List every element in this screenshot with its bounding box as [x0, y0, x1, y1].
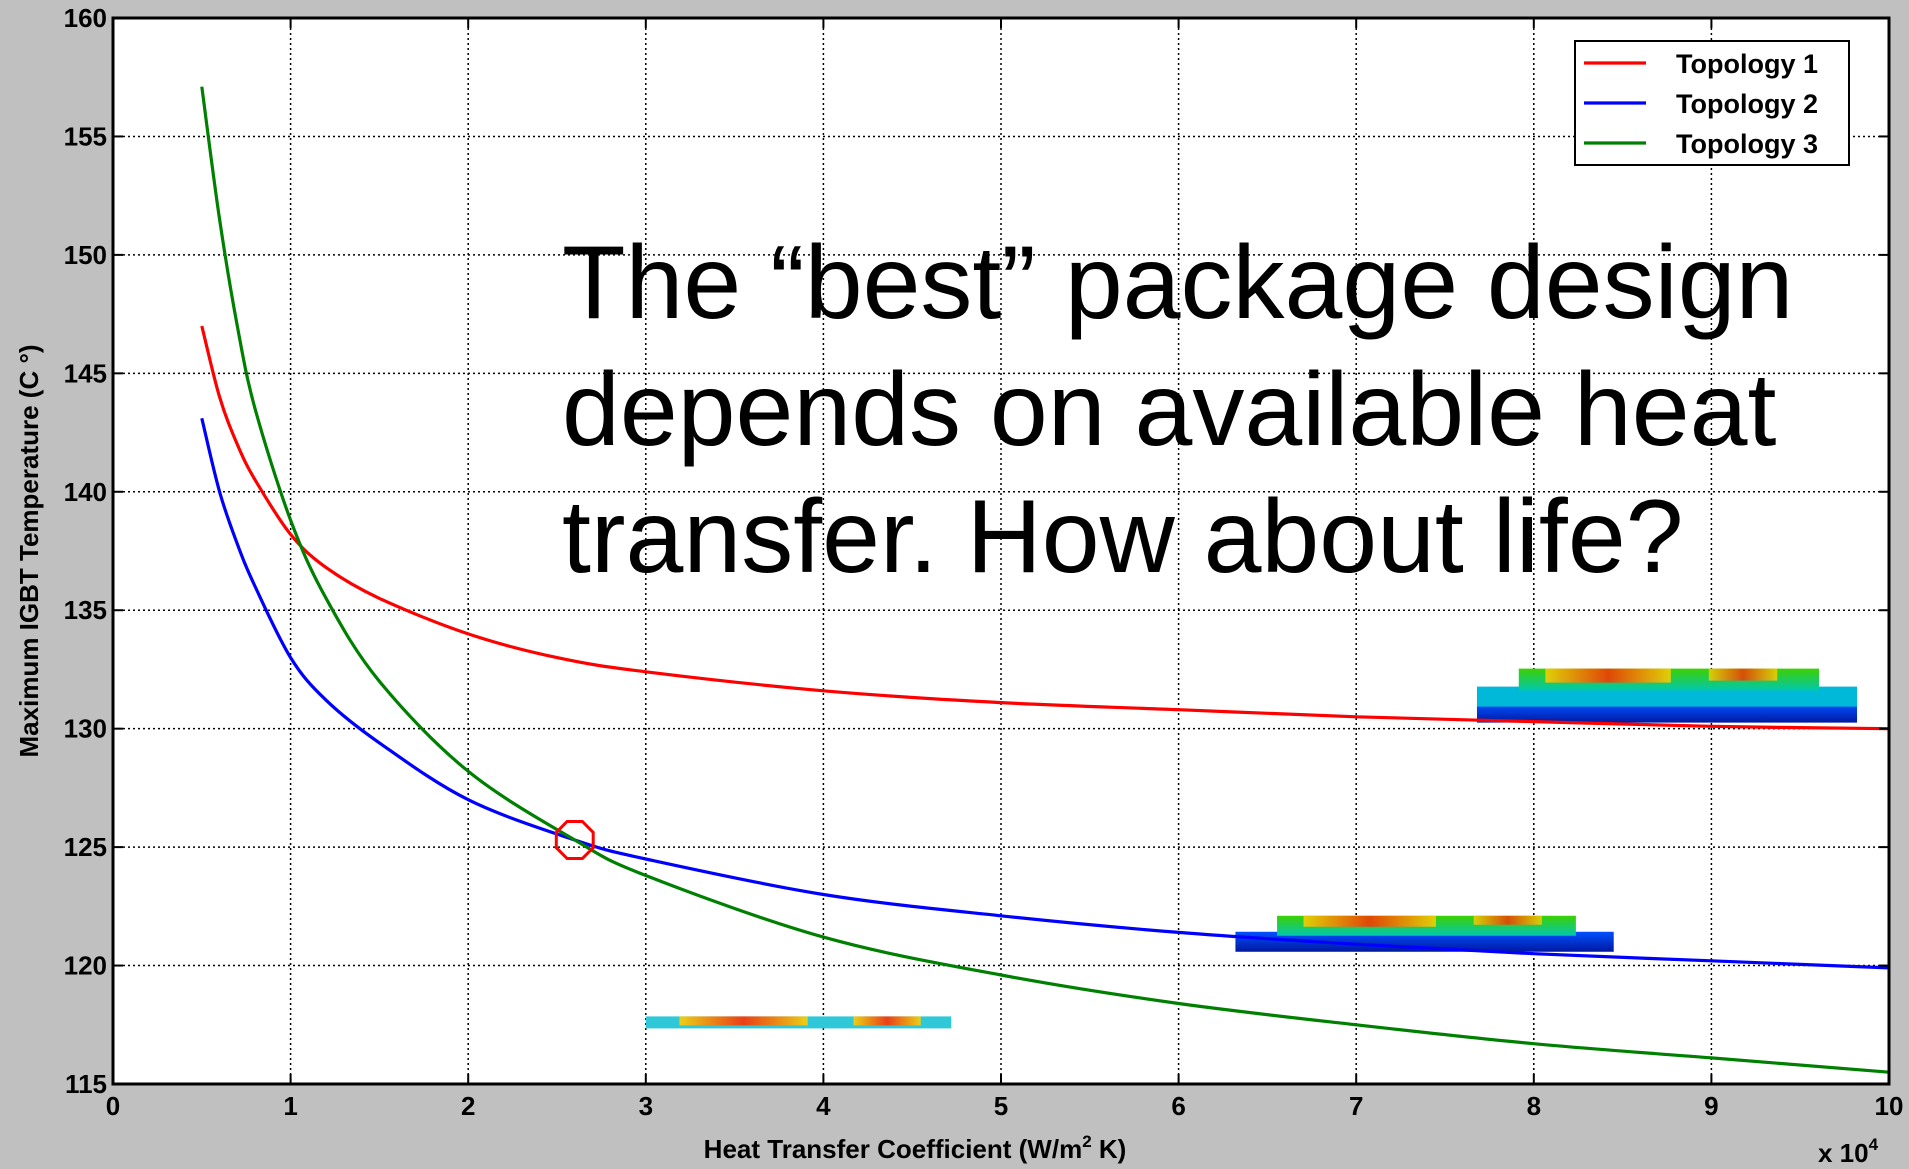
crossover-marker [554, 820, 595, 860]
y-tick-label: 140 [64, 477, 107, 507]
plot-area [113, 18, 1889, 1084]
annotation-line-2: depends on available heat [562, 352, 1776, 468]
x-tick-label: 5 [994, 1091, 1008, 1121]
legend-label-2: Topology 2 [1676, 89, 1818, 119]
y-axis-label: Maximum IGBT Temperature (C °) [14, 345, 44, 758]
series-line-2 [200, 417, 1890, 970]
x-tick-label: 9 [1704, 1091, 1718, 1121]
series-line-1 [200, 325, 1890, 731]
series [200, 86, 1890, 1074]
topology-2-thermal-map [1235, 915, 1614, 952]
annotation-line-1: The “best” package design [562, 225, 1793, 341]
legend-label-1: Topology 1 [1676, 49, 1818, 79]
marker [554, 820, 595, 860]
topology-3-thermal-map [645, 1016, 952, 1029]
series-line-3 [200, 86, 1890, 1074]
y-tick-label: 115 [65, 1069, 107, 1099]
y-tick-label: 145 [64, 358, 107, 388]
y-tick-label: 150 [64, 240, 107, 270]
x-axis-multiplier: x 104 [1818, 1135, 1879, 1168]
x-tick-label: 1 [283, 1091, 297, 1121]
ticks: 0 1 2 3 4 5 6 7 8 9 10 115 120 125 130 135 140 145 150 155 1… [64, 3, 1904, 1121]
y-tick-label: 155 [64, 121, 107, 151]
topology-1-thermal-map [1476, 668, 1858, 723]
x-tick-label: 0 [106, 1091, 120, 1121]
x-tick-label: 3 [639, 1091, 653, 1121]
legend-label-3: Topology 3 [1676, 129, 1818, 159]
y-tick-label: 130 [64, 714, 107, 744]
annotation-line-3: transfer. How about life? [562, 479, 1684, 595]
y-tick-label: 125 [64, 832, 107, 862]
x-tick-label: 10 [1875, 1091, 1904, 1121]
x-axis-label: Heat Transfer Coefficient (W/m2 K) [704, 1132, 1127, 1164]
y-tick-label: 160 [64, 3, 107, 33]
x-tick-label: 6 [1171, 1091, 1185, 1121]
x-tick-label: 7 [1349, 1091, 1363, 1121]
insets [645, 668, 1858, 1029]
x-tick-label: 4 [816, 1091, 831, 1121]
x-tick-label: 8 [1527, 1091, 1541, 1121]
y-tick-label: 120 [64, 951, 107, 981]
legend: Topology 1 Topology 2 Topology 3 [1574, 40, 1850, 166]
x-tick-label: 2 [461, 1091, 475, 1121]
y-tick-label: 135 [64, 595, 107, 625]
